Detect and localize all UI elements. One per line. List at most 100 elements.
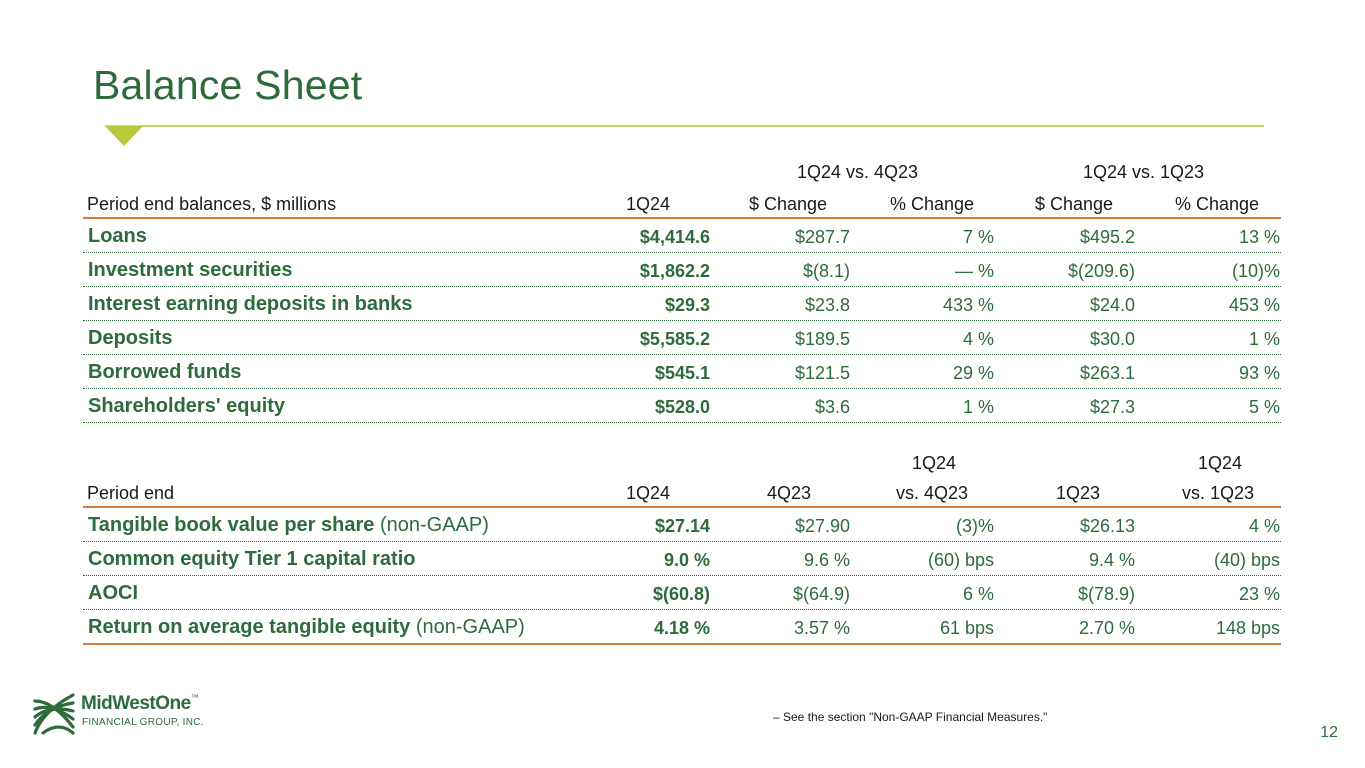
cell-col4: $(78.9) — [1077, 584, 1135, 604]
row-label: Investment securities — [88, 259, 293, 281]
title-divider — [105, 125, 1264, 127]
cell-col3: 4 % — [962, 329, 994, 349]
cell-col2: $27.90 — [794, 516, 850, 536]
cell-col3: — % — [954, 261, 994, 281]
col-header-pct-change-1q: % Change — [1175, 194, 1260, 214]
header-rule — [83, 217, 1281, 219]
cell-col4: $26.13 — [1079, 516, 1135, 536]
cell-col4: 2.70 % — [1078, 618, 1135, 638]
ratios-table: 1Q24 1Q24 Period end 1Q24 4Q23 vs. 4Q23 … — [83, 446, 1281, 645]
cell-col3: (3)% — [955, 516, 994, 536]
table-row: Investment securities $1,862.2 $(8.1) — % $(… — [83, 253, 1281, 287]
page-title: Balance Sheet — [93, 62, 363, 108]
table-row: Shareholders' equity $528.0 $3.6 1 % $27.3 5 … — [83, 389, 1281, 423]
cell-col5: 5 % — [1248, 397, 1280, 417]
cell-col2: 9.6 % — [803, 550, 850, 570]
ratios-group-header: 1Q24 1Q24 — [83, 446, 1281, 476]
title-triangle-accent — [105, 126, 143, 146]
cell-col2: $121.5 — [794, 363, 850, 383]
cell-col3: 29 % — [952, 363, 994, 383]
cell-col3: (60) bps — [927, 550, 994, 570]
row-label: Deposits — [88, 327, 173, 349]
cell-col4: $24.0 — [1089, 295, 1135, 315]
header-rule — [83, 506, 1281, 508]
cell-1q24: $5,585.2 — [639, 329, 710, 349]
company-logo: MidWestOne™ FINANCIAL GROUP, INC. — [33, 691, 233, 735]
col-header-vs-1q23: vs. 1Q23 — [1182, 483, 1255, 503]
cell-col5: 4 % — [1248, 516, 1280, 536]
logo-wordmark: MidWestOne™ — [81, 693, 199, 714]
page-number: 12 — [1320, 724, 1338, 741]
row-label: Loans — [88, 225, 147, 247]
cell-col5: 93 % — [1238, 363, 1280, 383]
cell-col5: (10)% — [1231, 261, 1280, 281]
cell-col2: $3.6 — [814, 397, 850, 417]
cell-1q24: 4.18 % — [653, 618, 710, 638]
cell-1q24: $528.0 — [654, 397, 710, 417]
row-label: Interest earning deposits in banks — [88, 293, 413, 315]
table-row: Borrowed funds $545.1 $121.5 29 % $263.1 93 % — [83, 355, 1281, 389]
col-header-dollar-change-4q: $ Change — [749, 194, 828, 214]
cell-col3: 61 bps — [939, 618, 994, 638]
col-header-pct-change-4q: % Change — [890, 194, 975, 214]
cell-col2: $(64.9) — [792, 584, 850, 604]
cell-col5: 23 % — [1238, 584, 1280, 604]
row-label: Borrowed funds — [88, 361, 242, 383]
cell-1q24: 9.0 % — [663, 550, 710, 570]
group-header-1q24-b: 1Q24 — [1198, 453, 1243, 473]
col-header-vs-4q23: vs. 4Q23 — [896, 483, 969, 503]
cell-col2: $189.5 — [794, 329, 850, 349]
cell-col3: 7 % — [962, 227, 994, 247]
cell-col4: $(209.6) — [1067, 261, 1135, 281]
table-row: Return on average tangible equity (non-G… — [83, 610, 1281, 643]
row-label-suffix: (non-GAAP) — [374, 514, 489, 536]
cell-col2: $(8.1) — [802, 261, 850, 281]
logo-mark-icon — [33, 693, 75, 735]
balances-table: 1Q24 vs. 4Q23 1Q24 vs. 1Q23 Period end b… — [83, 155, 1281, 423]
col-header-label: Period end — [87, 483, 175, 503]
table-row: Interest earning deposits in banks $29.3 $… — [83, 287, 1281, 321]
row-label: Tangible book value per share (non-GAAP) — [88, 514, 489, 536]
ratios-column-header: Period end 1Q24 4Q23 vs. 4Q23 1Q23 vs. 1… — [83, 476, 1281, 506]
col-header-dollar-change-1q: $ Change — [1035, 194, 1114, 214]
row-label: AOCI — [88, 582, 138, 604]
table-row: Loans $4,414.6 $287.7 7 % $495.2 13 % — [83, 219, 1281, 253]
row-label: Common equity Tier 1 capital ratio — [88, 548, 416, 570]
group-header-1q24-a: 1Q24 — [912, 453, 957, 473]
table-row: AOCI $(60.8) $(64.9) 6 % $(78.9) 23 % — [83, 576, 1281, 610]
table-row: Deposits $5,585.2 $189.5 4 % $30.0 1 % — [83, 321, 1281, 355]
cell-col5: 13 % — [1238, 227, 1280, 247]
footnote: – See the section "Non-GAAP Financial Me… — [773, 710, 1048, 724]
cell-col2: 3.57 % — [793, 618, 850, 638]
group-header-vs-4q23: 1Q24 vs. 4Q23 — [797, 162, 919, 182]
cell-col4: $27.3 — [1089, 397, 1135, 417]
col-header-4q23: 4Q23 — [767, 483, 812, 503]
col-header-label: Period end balances, $ millions — [87, 194, 337, 214]
cell-1q24: $1,862.2 — [639, 261, 710, 281]
balances-group-header: 1Q24 vs. 4Q23 1Q24 vs. 1Q23 — [83, 155, 1281, 185]
row-label: Return on average tangible equity (non-G… — [88, 616, 525, 638]
cell-col3: 433 % — [942, 295, 994, 315]
group-header-vs-1q23: 1Q24 vs. 1Q23 — [1083, 162, 1205, 182]
cell-col4: $30.0 — [1089, 329, 1135, 349]
row-label-suffix: (non-GAAP) — [410, 616, 525, 638]
cell-col5: 148 bps — [1215, 618, 1280, 638]
balances-column-header: Period end balances, $ millions 1Q24 $ C… — [83, 185, 1281, 217]
cell-col4: $263.1 — [1079, 363, 1135, 383]
cell-col4: $495.2 — [1079, 227, 1135, 247]
cell-1q24: $4,414.6 — [639, 227, 710, 247]
cell-col5: 453 % — [1228, 295, 1280, 315]
logo-subtitle: FINANCIAL GROUP, INC. — [82, 717, 204, 728]
cell-col2: $287.7 — [794, 227, 850, 247]
col-header-1q24: 1Q24 — [626, 483, 671, 503]
cell-col4: 9.4 % — [1088, 550, 1135, 570]
col-header-1q23: 1Q23 — [1056, 483, 1101, 503]
cell-col3: 6 % — [962, 584, 994, 604]
row-label: Shareholders' equity — [88, 395, 286, 417]
cell-col5: (40) bps — [1213, 550, 1280, 570]
col-header-1q24: 1Q24 — [626, 194, 671, 214]
cell-col5: 1 % — [1248, 329, 1280, 349]
cell-1q24: $545.1 — [654, 363, 710, 383]
table-row: Tangible book value per share (non-GAAP)… — [83, 508, 1281, 542]
cell-1q24: $(60.8) — [652, 584, 710, 604]
